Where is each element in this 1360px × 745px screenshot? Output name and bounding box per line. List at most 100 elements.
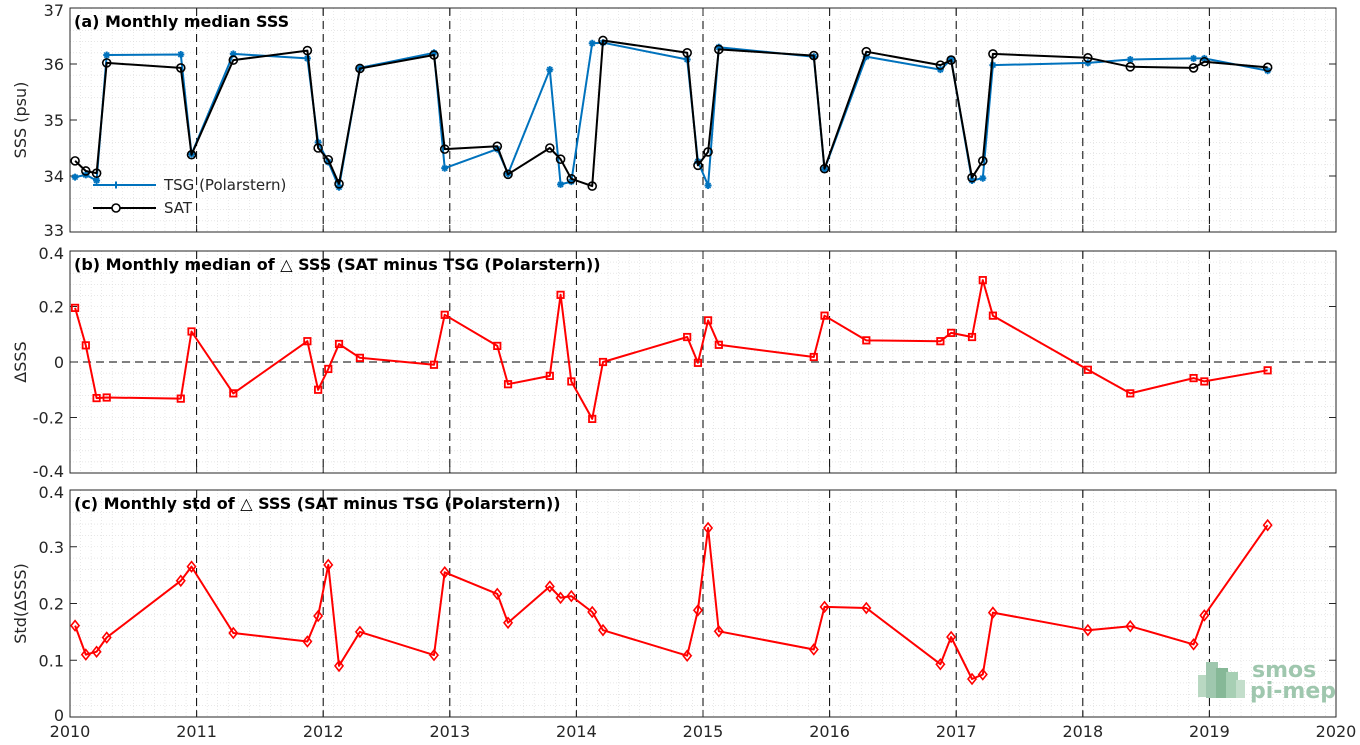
data-point [429,50,439,60]
data-point [314,385,323,394]
data-point [947,328,956,337]
data-point [102,393,111,402]
data-point [967,672,978,686]
data-point [546,66,554,74]
data-point [598,357,608,367]
panel-c: 0 0.1 0.2 0.3 0.4 2010 2011 2012 2013 2014 2015 201… [11,483,1356,741]
data-point [809,352,818,362]
legend: TSG (Polarstern) SAT [93,176,286,217]
series-line [74,39,1268,188]
x-tick-label: 2017 [936,722,977,741]
data-point [91,168,102,178]
data-point [1263,366,1272,375]
series-line [74,524,1269,680]
data-point [324,364,333,374]
series-delta-b [70,276,1272,423]
data-point [544,580,555,593]
data-point [703,316,713,325]
data-point [1199,56,1210,67]
data-point [1082,623,1093,637]
data-point [979,174,987,182]
data-point [683,332,692,342]
panel-b: -0.4 -0.2 0 0.2 0.4 ΔSSS (b) Monthly median of… [11,244,1337,481]
y-tick-label: 33 [44,221,64,240]
data-point [692,604,703,617]
data-point [1199,609,1210,622]
data-point [439,144,450,154]
data-point [555,591,566,605]
data-point [682,47,692,58]
data-point [1083,53,1093,63]
data-point [439,566,450,579]
x-tick-label: 2012 [303,722,344,741]
x-tick-label: 2020 [1316,722,1357,741]
data-point [70,303,80,312]
data-point [967,172,977,183]
data-point [428,648,439,662]
data-point [303,337,312,346]
data-point [967,332,977,342]
data-point [91,645,102,659]
x-tick-label: 2015 [683,722,724,741]
data-point [355,353,365,362]
data-point [978,276,987,285]
x-tick-label: 2010 [50,722,91,741]
data-point [566,174,577,184]
data-point [946,55,956,65]
data-point [92,393,101,403]
data-point [354,625,365,639]
data-point [176,394,185,403]
data-point [1262,518,1273,532]
legend-label: TSG (Polarstern) [163,176,286,194]
data-point [228,55,239,65]
data-point [70,619,81,632]
data-point [441,164,449,172]
data-point [819,163,830,174]
data-point [1200,377,1209,386]
data-point [175,574,186,588]
data-point [81,341,90,350]
data-point [1126,389,1135,398]
x-tick-label: 2016 [809,722,850,741]
data-point [587,181,598,191]
data-point [545,371,554,380]
data-point [693,358,703,367]
data-point [1125,619,1136,633]
data-point [567,377,576,386]
data-point [587,605,598,619]
logo-mark-icon [1198,662,1245,698]
legend-marker [111,203,121,213]
y-tick-label: 0.4 [39,244,64,263]
y-tick-label: 35 [44,111,64,130]
data-point [228,626,239,640]
data-point [313,609,324,623]
data-point [808,643,819,656]
data-point [1188,63,1199,73]
y-tick-label: 37 [44,1,64,20]
data-point [493,341,502,351]
y-tick-label: 0 [54,353,64,372]
data-point [713,625,724,638]
series-sat [70,35,1273,191]
data-point [302,635,313,648]
x-tick-label: 2019 [1189,722,1230,741]
y-tick-label: 0.4 [39,483,64,502]
data-point [313,143,323,153]
y-tick-label: -0.4 [33,462,64,481]
data-point [597,623,609,637]
data-point [323,154,334,165]
data-point [977,156,988,166]
data-point [1126,56,1134,64]
data-point [819,600,830,614]
data-point [492,587,503,601]
y-tick-label: 0.2 [39,595,64,614]
data-point [229,389,238,398]
data-point [334,339,344,349]
data-point [70,156,80,166]
data-point [355,63,365,74]
y-tick-label: -0.2 [33,409,64,428]
y-tick-label: 0.1 [39,651,64,670]
legend-label: SAT [164,199,193,217]
data-point [80,648,91,661]
